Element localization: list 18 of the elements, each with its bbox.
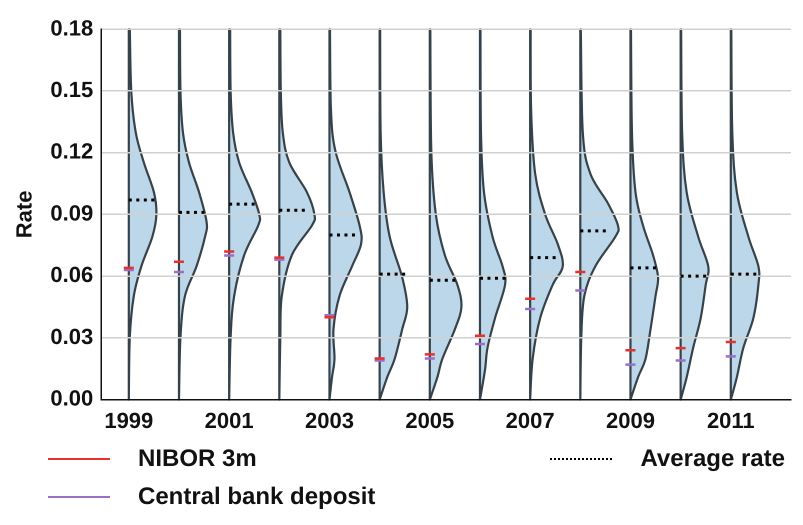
x-tick-label: 2011 [706, 408, 755, 433]
y-tick-label: 0.00 [50, 386, 94, 411]
y-tick-label: 0.12 [50, 138, 94, 164]
x-tick-label: 2001 [204, 408, 254, 433]
x-tick-label: 2007 [506, 408, 555, 433]
x-tick-label: 2009 [606, 408, 655, 433]
y-axis-title: Rate [11, 190, 36, 238]
x-tick-label: 2003 [304, 408, 354, 433]
legend-label: NIBOR 3m [138, 445, 257, 473]
x-tick-label: 1999 [104, 408, 154, 433]
legend-label: Average rate [640, 445, 785, 473]
y-tick-label: 0.06 [50, 262, 94, 288]
y-tick-label: 0.18 [50, 15, 94, 40]
y-tick-label: 0.03 [50, 324, 94, 349]
y-tick-label: 0.15 [50, 76, 94, 102]
legend-label: Central bank deposit [138, 483, 376, 511]
y-tick-label: 0.09 [50, 200, 94, 226]
x-tick-label: 2005 [405, 408, 454, 433]
